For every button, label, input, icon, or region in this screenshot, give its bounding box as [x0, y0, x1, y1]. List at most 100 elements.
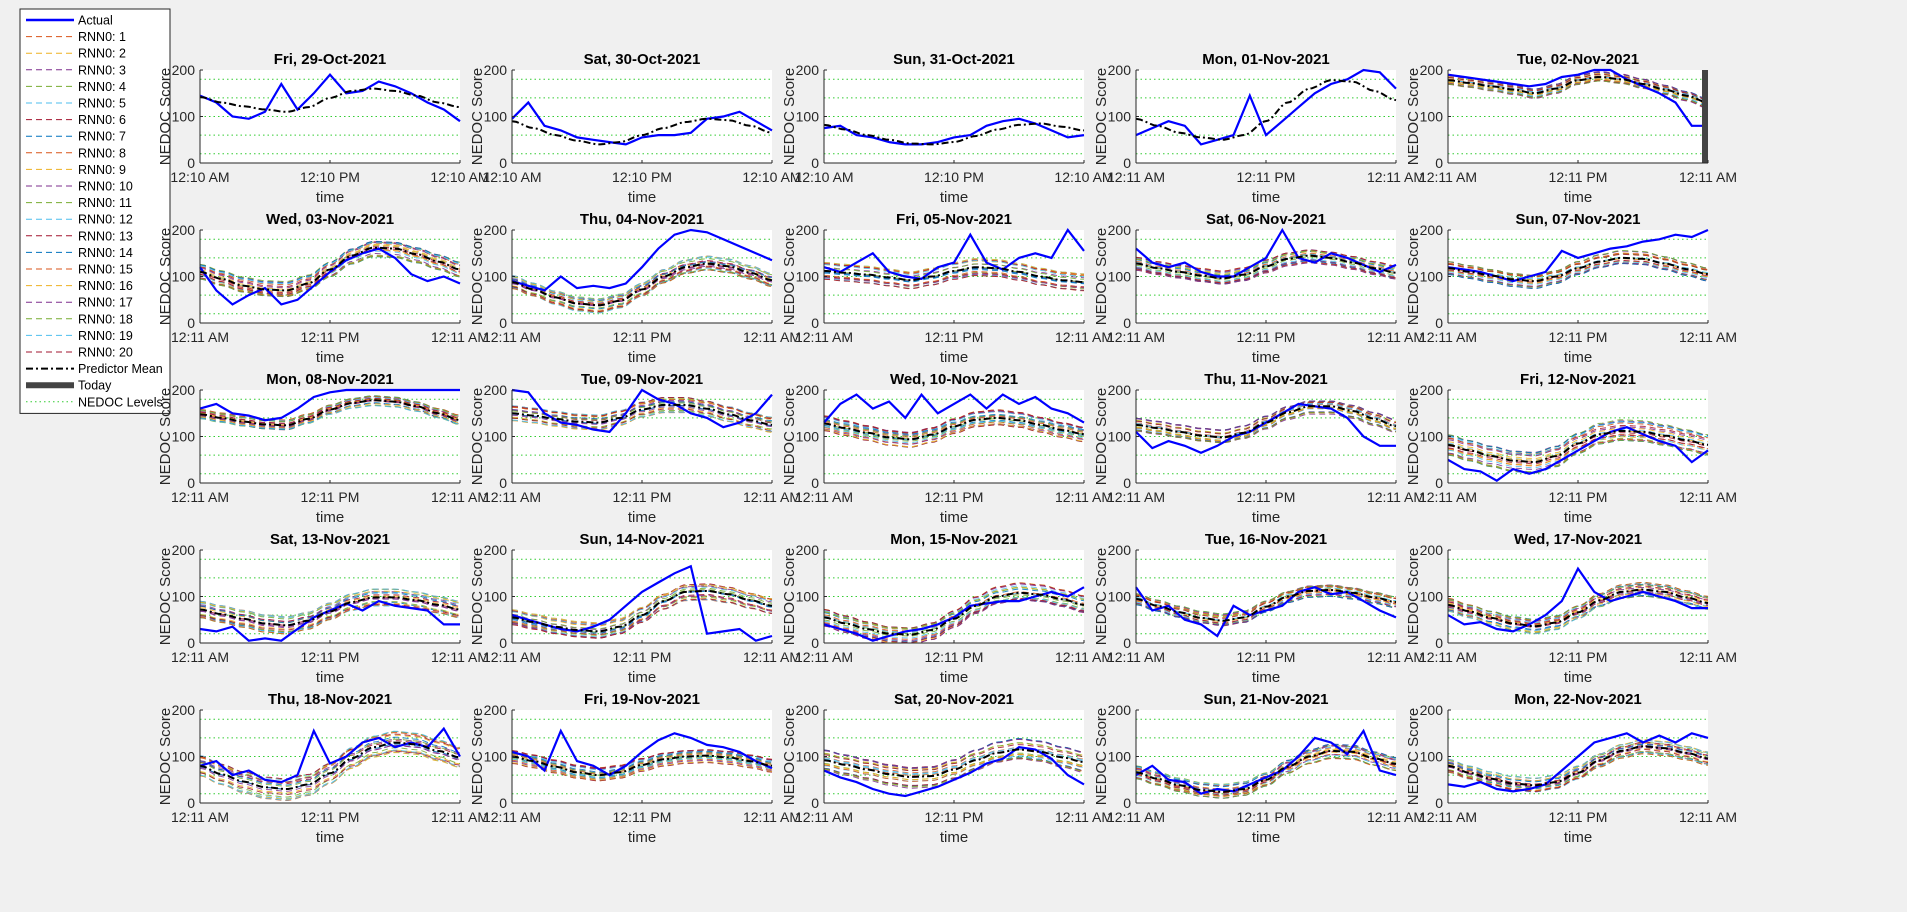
x-tick-label: 12:11 AM	[1419, 489, 1477, 505]
rnn-line-16	[511, 584, 773, 624]
x-tick-label: 12:11 AM	[483, 809, 541, 825]
rnn-line-1	[823, 598, 1085, 640]
subplot-title: Wed, 10-Nov-2021	[890, 371, 1018, 388]
x-axis-label: time	[1252, 189, 1280, 206]
x-axis-label: time	[1252, 349, 1280, 366]
x-axis-label: time	[628, 829, 656, 846]
predictor-mean-line	[1447, 745, 1709, 787]
subplot-title: Mon, 08-Nov-2021	[266, 371, 394, 388]
legend-label-9: RNN0: 8	[78, 146, 126, 160]
legend-label-1: Actual	[78, 14, 113, 28]
legend-label-21: RNN0: 20	[78, 346, 133, 360]
y-tick-label: 0	[1123, 795, 1131, 811]
rnn-line-8	[511, 758, 773, 780]
y-tick-label: 0	[1123, 155, 1131, 171]
x-tick-label: 12:11 AM	[171, 329, 229, 345]
actual-line	[823, 117, 1085, 146]
rnn-line-11	[1135, 256, 1397, 282]
x-axis-label: time	[316, 669, 344, 686]
x-tick-label: 12:11 AM	[1367, 329, 1425, 345]
x-axis-label: time	[940, 509, 968, 526]
rnn-line-16	[823, 753, 1085, 781]
x-axis-label: time	[1564, 509, 1592, 526]
y-tick-label: 0	[1435, 155, 1443, 171]
rnn-line-19	[1135, 746, 1397, 786]
y-axis-label: NEDOC Score	[1405, 708, 1422, 806]
subplot-9: 0 100 200 12:11 AM 12:11 PM 12:11 AM Sat, 06-N…	[1093, 211, 1425, 366]
rnn-line-19	[511, 586, 773, 626]
y-tick-label: 200	[796, 542, 820, 558]
subplot-title: Fri, 12-Nov-2021	[1520, 371, 1636, 388]
x-tick-label: 12:11 AM	[1679, 809, 1737, 825]
x-tick-label: 12:10 AM	[482, 169, 541, 185]
actual-line	[511, 728, 773, 777]
x-axis-label: time	[628, 349, 656, 366]
y-tick-label: 100	[796, 109, 820, 125]
y-tick-label: 100	[796, 749, 820, 765]
rnn-line-11	[511, 587, 773, 630]
actual-line	[199, 73, 461, 123]
rnn-line-13	[511, 260, 773, 304]
rnn-line-9	[511, 265, 773, 311]
subplot-5: 0 100 200 12:11 AM 12:11 PM 12:11 AM Tue, 02-N…	[1405, 51, 1737, 206]
legend: Actual RNN0: 1 RNN0: 2 RNN0: 3 RNN0: 4 RNN0: …	[19, 8, 171, 414]
y-tick-label: 0	[187, 155, 195, 171]
rnn-line-15	[1135, 586, 1397, 617]
legend-label-14: RNN0: 13	[78, 229, 133, 243]
rnn-line-16	[199, 590, 461, 618]
x-tick-label: 12:11 PM	[925, 809, 984, 825]
x-tick-label: 12:11 AM	[171, 489, 229, 505]
x-tick-label: 12:11 PM	[925, 649, 984, 665]
y-tick-label: 100	[1108, 429, 1132, 445]
x-tick-label: 12:11 AM	[1419, 329, 1477, 345]
rnn-line-16	[1447, 78, 1709, 105]
x-tick-label: 12:10 PM	[612, 169, 672, 185]
rnn-line-19	[511, 255, 773, 300]
rnn-line-18	[199, 601, 461, 633]
x-tick-label: 12:11 AM	[1679, 329, 1737, 345]
y-tick-label: 200	[172, 222, 196, 238]
x-tick-label: 12:11 PM	[1549, 489, 1608, 505]
subplot-title: Thu, 04-Nov-2021	[580, 211, 704, 228]
y-tick-label: 100	[172, 109, 196, 125]
rnn-line-18	[199, 395, 461, 423]
rnn-line-19	[199, 749, 461, 801]
y-tick-label: 200	[796, 382, 820, 398]
rnn-line-4	[823, 414, 1085, 437]
y-axis-label: NEDOC Score	[157, 388, 174, 486]
rnn-line-18	[1447, 439, 1709, 474]
rnn-line-16	[199, 403, 461, 429]
y-tick-label: 100	[484, 269, 508, 285]
rnn-line-13	[511, 408, 773, 432]
rnn-line-20	[511, 266, 773, 312]
rnn-line-18	[1447, 80, 1709, 108]
rnn-line-20	[511, 397, 773, 420]
x-axis-label: time	[628, 509, 656, 526]
x-tick-label: 12:11 AM	[431, 809, 489, 825]
x-tick-label: 12:11 AM	[1419, 649, 1477, 665]
x-axis-label: time	[940, 829, 968, 846]
legend-label-16: RNN0: 15	[78, 263, 133, 277]
legend-label-22: Predictor Mean	[78, 362, 163, 376]
rnn-line-2	[1135, 751, 1397, 797]
rnn-line-11	[511, 258, 773, 300]
x-tick-label: 12:11 AM	[795, 329, 853, 345]
x-tick-label: 12:11 AM	[743, 329, 801, 345]
x-tick-label: 12:11 AM	[743, 649, 801, 665]
actual-line	[1135, 68, 1397, 146]
rnn-line-6	[199, 740, 461, 784]
y-axis-label: NEDOC Score	[1093, 388, 1110, 486]
subplot-12: 0 100 200 12:11 AM 12:11 PM 12:11 AM Tue, 09-N…	[469, 371, 801, 526]
rnn-line-20	[1135, 401, 1397, 435]
rnn-line-7	[1447, 751, 1709, 790]
actual-line	[511, 100, 773, 146]
x-tick-label: 12:11 PM	[301, 329, 360, 345]
x-tick-label: 12:11 AM	[795, 489, 853, 505]
rnn-line-13	[823, 582, 1085, 629]
x-tick-label: 12:11 AM	[171, 809, 229, 825]
rnn-line-14	[823, 269, 1085, 285]
x-axis-label: time	[316, 349, 344, 366]
subplot-21: 0 100 200 12:11 AM 12:11 PM 12:11 AM Thu, 18-N…	[157, 691, 489, 846]
y-tick-label: 100	[1108, 589, 1132, 605]
rnn-line-8	[823, 421, 1085, 445]
